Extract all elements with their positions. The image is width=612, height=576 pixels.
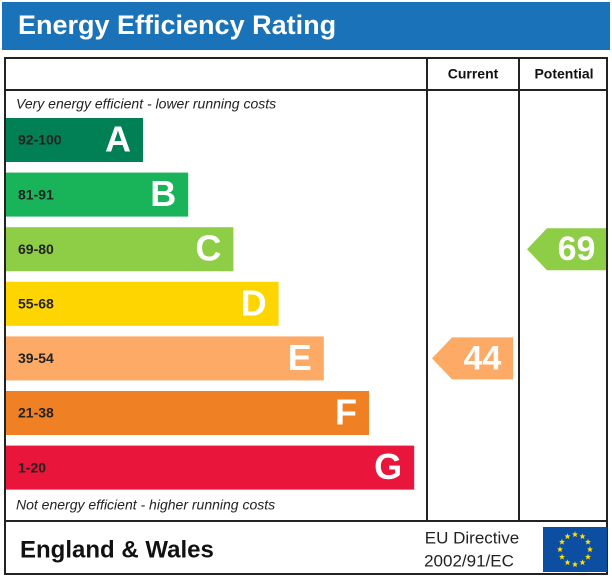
rating-band bbox=[6, 391, 369, 435]
band-range: 92-100 bbox=[18, 132, 62, 148]
eu-star bbox=[584, 538, 591, 545]
directive: 2002/91/EC bbox=[424, 551, 514, 570]
band-range: 1-20 bbox=[18, 459, 46, 475]
band-letter: E bbox=[288, 337, 312, 378]
eu-star bbox=[572, 561, 578, 568]
frame bbox=[4, 57, 608, 575]
band-letter: A bbox=[105, 119, 131, 160]
eu-star bbox=[579, 533, 586, 540]
band-letter: B bbox=[150, 173, 176, 214]
band-letter: D bbox=[241, 282, 267, 323]
eu-star bbox=[579, 559, 586, 566]
rating-arrow bbox=[432, 337, 513, 380]
column-header: Potential bbox=[534, 66, 593, 82]
eu-star bbox=[557, 546, 563, 553]
eu-star bbox=[564, 533, 571, 540]
band-range: 81-91 bbox=[18, 186, 54, 202]
band-range: 39-54 bbox=[18, 350, 54, 366]
band-letter: F bbox=[335, 392, 357, 433]
rating-band bbox=[6, 336, 324, 381]
eu-star bbox=[587, 546, 593, 553]
column-header: Current bbox=[448, 66, 499, 82]
rating-band bbox=[6, 227, 234, 272]
rating-value: 44 bbox=[464, 339, 502, 377]
band-range: 21-38 bbox=[18, 405, 54, 421]
title-bar bbox=[2, 2, 610, 50]
eu-star bbox=[559, 553, 566, 560]
top-note: Very energy efficient - lower running co… bbox=[16, 96, 276, 112]
rating-band bbox=[6, 172, 189, 217]
eu-star bbox=[572, 531, 578, 538]
rating-arrow bbox=[527, 228, 606, 271]
title: Energy Efficiency Rating bbox=[18, 10, 336, 40]
band-range: 55-68 bbox=[18, 296, 54, 312]
band-letter: C bbox=[195, 228, 221, 269]
eu-star bbox=[564, 559, 571, 566]
bottom-note: Not energy efficient - higher running co… bbox=[16, 497, 275, 513]
directive: EU Directive bbox=[425, 528, 519, 547]
rating-band bbox=[6, 118, 143, 162]
eu-star bbox=[584, 553, 591, 560]
band-letter: G bbox=[374, 446, 402, 487]
eu-star bbox=[559, 538, 566, 545]
rating-value: 69 bbox=[558, 230, 596, 268]
band-range: 69-80 bbox=[18, 241, 54, 257]
rating-band bbox=[6, 445, 415, 490]
rating-band bbox=[6, 281, 279, 326]
region: England & Wales bbox=[20, 536, 214, 563]
